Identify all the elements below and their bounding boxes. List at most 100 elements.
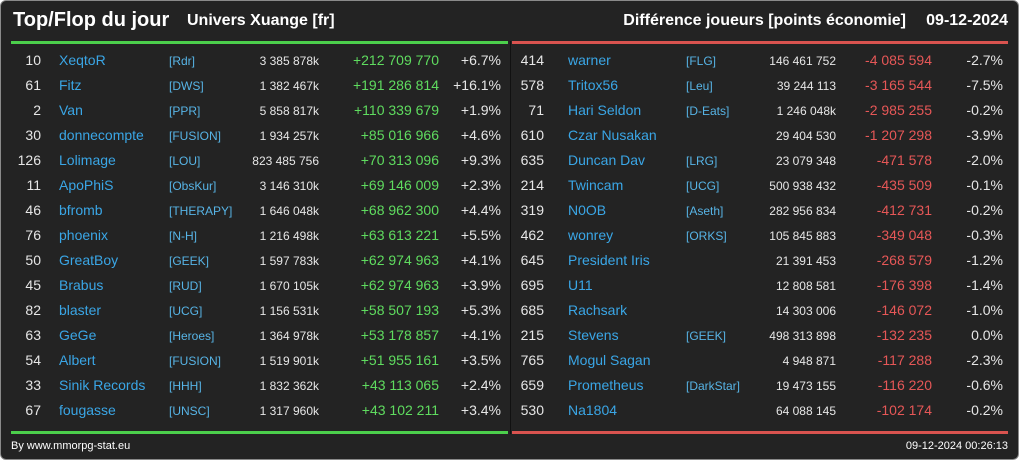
player-name-link[interactable]: bfromb — [59, 202, 103, 218]
alliance-tag-link[interactable]: [LOU] — [169, 154, 201, 168]
alliance-tag-link[interactable]: [N-H] — [169, 229, 197, 243]
percent-change: +3.9% — [460, 277, 501, 293]
list-item: 414 warner [FLG] 146 461 752 -4 085 594 -2.7% — [512, 48, 1008, 73]
player-name-link[interactable]: N0OB — [568, 202, 607, 218]
player-name-link[interactable]: phoenix — [59, 227, 109, 243]
player-score: 5 858 817k — [259, 104, 319, 118]
player-score: 146 461 752 — [769, 54, 836, 68]
list-item: 214 Twincam [UCG] 500 938 432 -435 509 -0.1% — [512, 173, 1008, 198]
player-name-link[interactable]: Czar Nusakan — [568, 127, 657, 143]
score-difference: +58 507 193 — [360, 302, 439, 318]
player-name-link[interactable]: blaster — [59, 302, 102, 318]
player-rank: 76 — [25, 227, 41, 243]
source-credit: By www.mmorpg-stat.eu — [11, 440, 131, 452]
percent-change: -2.3% — [966, 352, 1003, 368]
percent-change: +2.3% — [460, 177, 501, 193]
list-item: 82 blaster [UCG] 1 156 531k +58 507 193 +5.3% — [11, 298, 508, 323]
percent-change: -3.9% — [966, 127, 1003, 143]
alliance-tag-link[interactable]: [THERAPY] — [169, 204, 233, 218]
alliance-tag-link[interactable]: [RUD] — [169, 279, 202, 293]
alliance-tag-link[interactable]: [UCG] — [169, 304, 203, 318]
player-name-link[interactable]: Duncan Dav — [568, 152, 646, 168]
percent-change: +5.3% — [460, 302, 501, 318]
percent-change: 0.0% — [971, 327, 1003, 343]
player-name-link[interactable]: Fitz — [59, 77, 82, 93]
player-score: 39 244 113 — [776, 79, 836, 93]
player-score: 4 948 871 — [782, 354, 836, 368]
player-name-link[interactable]: Mogul Sagan — [568, 352, 651, 368]
score-difference: -268 579 — [876, 252, 932, 268]
player-name-link[interactable]: ApoPhiS — [59, 177, 114, 193]
player-score: 1 519 901k — [259, 354, 319, 368]
alliance-tag-link[interactable]: [UNSC] — [169, 404, 210, 418]
top-list-bottom-bar — [11, 431, 508, 434]
player-name-link[interactable]: donnecompte — [59, 127, 144, 143]
list-item: 63 GeGe [Heroes] 1 364 978k +53 178 857 +4.1% — [11, 323, 508, 348]
score-difference: +85 016 966 — [360, 127, 439, 143]
percent-change: +2.4% — [460, 377, 501, 393]
player-score: 23 079 348 — [775, 154, 836, 168]
player-name-link[interactable]: Prometheus — [568, 377, 644, 393]
player-score: 1 156 531k — [259, 304, 319, 318]
player-name-link[interactable]: U11 — [568, 277, 593, 293]
alliance-tag-link[interactable]: [LRG] — [686, 154, 718, 168]
player-name-link[interactable]: Brabus — [59, 277, 104, 293]
player-name-link[interactable]: Stevens — [568, 327, 619, 343]
player-rank: 45 — [25, 277, 41, 293]
generated-timestamp: 09-12-2024 00:26:13 — [905, 440, 1008, 452]
player-name-link[interactable]: Hari Seldon — [568, 102, 642, 118]
player-name-link[interactable]: GreatBoy — [59, 252, 119, 268]
alliance-tag-link[interactable]: [UCG] — [686, 179, 720, 193]
alliance-tag-link[interactable]: [GEEK] — [169, 254, 210, 268]
alliance-tag-link[interactable]: [DarkStar] — [686, 379, 741, 393]
player-rank: 645 — [520, 252, 544, 268]
player-name-link[interactable]: Rachsark — [568, 302, 628, 318]
player-name-link[interactable]: warner — [568, 52, 611, 68]
player-score: 282 956 834 — [769, 204, 836, 218]
list-item: 530 Na1804 64 088 145 -102 174 -0.2% — [512, 398, 1008, 423]
percent-change: +3.5% — [460, 352, 501, 368]
alliance-tag-link[interactable]: [Leu] — [686, 79, 713, 93]
player-name-link[interactable]: Van — [59, 102, 83, 118]
player-name-link[interactable]: XeqtoR — [59, 52, 106, 68]
list-item: 33 Sinik Records [HHH] 1 832 362k +43 113 06… — [11, 373, 508, 398]
alliance-tag-link[interactable]: [ORKS] — [686, 229, 727, 243]
alliance-tag-link[interactable]: [FUSION] — [169, 129, 222, 143]
player-name-link[interactable]: GeGe — [59, 327, 97, 343]
player-name-link[interactable]: President Iris — [568, 252, 650, 268]
alliance-tag-link[interactable]: [D-Eats] — [686, 104, 730, 118]
percent-change: -1.0% — [966, 302, 1003, 318]
player-name-link[interactable]: wonrey — [568, 227, 614, 243]
player-name-link[interactable]: Lolimage — [59, 152, 116, 168]
player-name-link[interactable]: Twincam — [568, 177, 624, 193]
player-name-link[interactable]: fougasse — [59, 402, 116, 418]
percent-change: +9.3% — [460, 152, 501, 168]
top-gainers-list: 10 XeqtoR [Rdr] 3 385 878k +212 709 770 +6.7%… — [11, 48, 508, 423]
player-rank: 319 — [520, 202, 544, 218]
player-name-link[interactable]: Albert — [59, 352, 96, 368]
list-item: 695 U11 12 808 581 -176 398 -1.4% — [512, 273, 1008, 298]
player-name-link[interactable]: Na1804 — [568, 402, 618, 418]
alliance-tag-link[interactable]: [Aseth] — [686, 204, 724, 218]
player-name-link[interactable]: Tritox56 — [568, 77, 619, 93]
list-item: 61 Fitz [DWS] 1 382 467k +191 286 814 +16.1% — [11, 73, 508, 98]
alliance-tag-link[interactable]: [ObsKur] — [169, 179, 217, 193]
player-score: 500 938 432 — [769, 179, 836, 193]
alliance-tag-link[interactable]: [Heroes] — [169, 329, 215, 343]
player-score: 21 391 453 — [775, 254, 836, 268]
list-item: 50 GreatBoy [GEEK] 1 597 783k +62 974 963 +4.… — [11, 248, 508, 273]
player-name-link[interactable]: Sinik Records — [59, 377, 146, 393]
percent-change: +16.1% — [453, 77, 501, 93]
player-score: 1 246 048k — [776, 104, 836, 118]
player-rank: 67 — [25, 402, 41, 418]
alliance-tag-link[interactable]: [Rdr] — [169, 54, 196, 68]
alliance-tag-link[interactable]: [FUSION] — [169, 354, 222, 368]
alliance-tag-link[interactable]: [GEEK] — [686, 329, 727, 343]
player-score: 105 845 883 — [769, 229, 836, 243]
player-rank: 71 — [528, 102, 544, 118]
alliance-tag-link[interactable]: [DWS] — [169, 79, 204, 93]
alliance-tag-link[interactable]: [HHH] — [169, 379, 202, 393]
alliance-tag-link[interactable]: [PPR] — [169, 104, 201, 118]
alliance-tag-link[interactable]: [FLG] — [686, 54, 717, 68]
score-difference: -435 509 — [876, 177, 932, 193]
